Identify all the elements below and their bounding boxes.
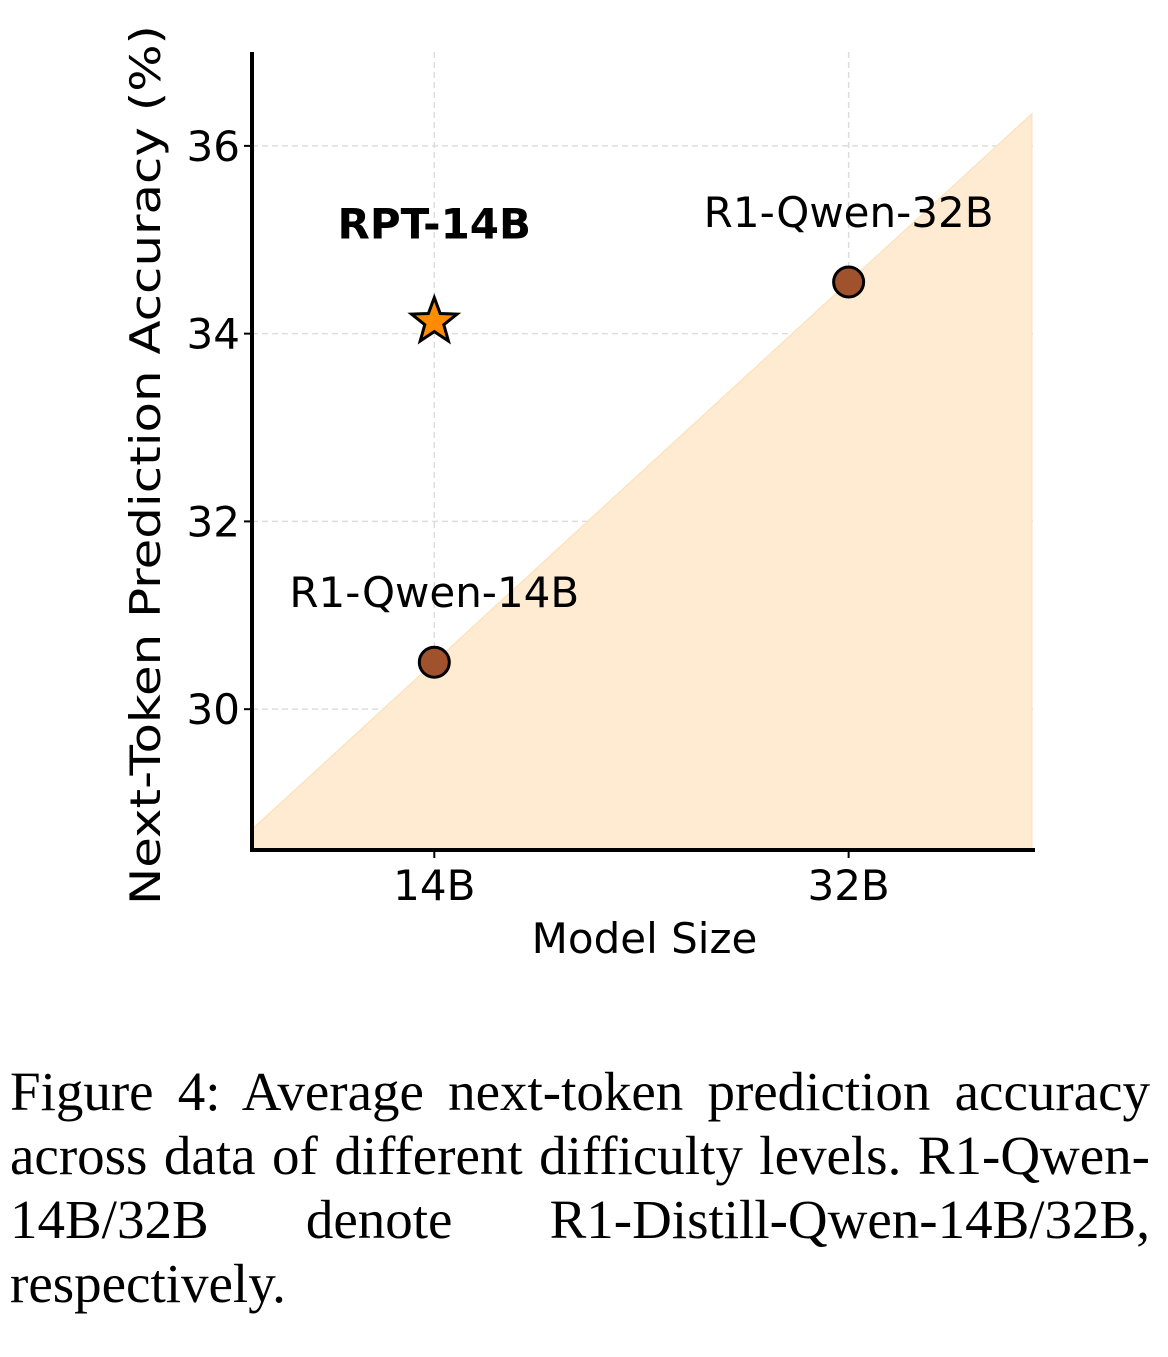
data-point-circle xyxy=(832,265,866,299)
chart: R1-Qwen-14B R1-Qwen-32B RPT-14B 30 32 34 36 1… xyxy=(121,25,1035,963)
x-axis-label: Model Size xyxy=(532,914,758,963)
x-tick-label: 14B xyxy=(393,861,475,910)
data-point-star xyxy=(407,293,462,345)
figure-caption: Figure 4: Average next-token prediction … xyxy=(10,1061,1150,1314)
data-points xyxy=(407,265,866,679)
y-tick-label: 36 xyxy=(187,122,240,171)
x-tick-label: 32B xyxy=(807,861,889,910)
point-labels: R1-Qwen-14B R1-Qwen-32B RPT-14B xyxy=(289,188,993,617)
y-tick-label: 34 xyxy=(187,310,240,359)
y-tick-label: 32 xyxy=(187,497,240,546)
data-point-circle xyxy=(417,645,451,679)
x-ticks: 14B 32B xyxy=(393,850,890,910)
point-label: R1-Qwen-14B xyxy=(289,568,579,617)
point-label: RPT-14B xyxy=(338,200,532,249)
point-label: R1-Qwen-32B xyxy=(704,188,994,237)
y-ticks: 30 32 34 36 xyxy=(187,122,252,734)
axes xyxy=(250,52,1035,852)
y-tick-label: 30 xyxy=(187,685,240,734)
y-axis-label: Next-Token Prediction Accuracy (%) xyxy=(121,25,170,905)
